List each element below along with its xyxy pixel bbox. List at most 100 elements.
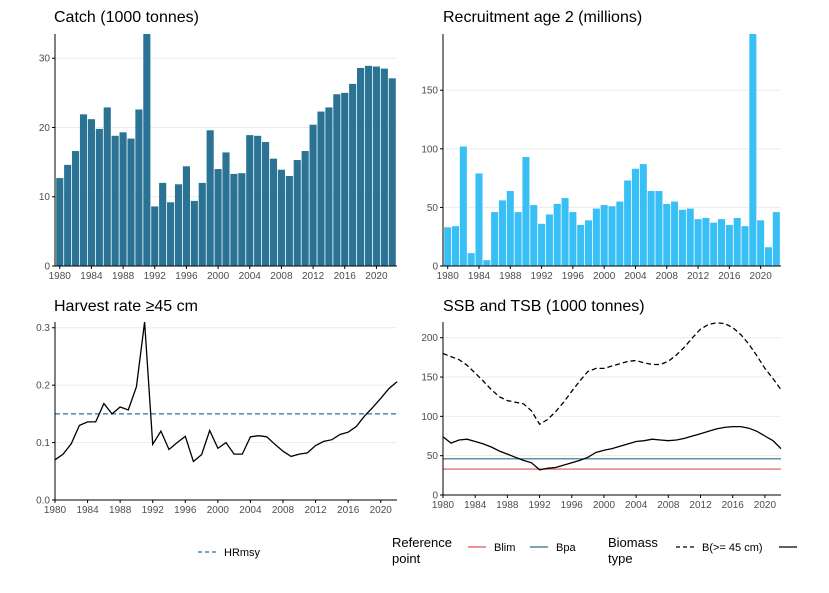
biomass-xtick-label: 2000 <box>593 500 616 511</box>
harvest-ytick-label: 0.2 <box>36 381 50 392</box>
legend-biomass-title-2: type <box>608 551 633 566</box>
recruitment-bar <box>671 201 679 266</box>
recruitment-title: Recruitment age 2 (millions) <box>443 9 642 26</box>
catch-title: Catch (1000 tonnes) <box>54 9 199 26</box>
recruitment-ytick-label: 0 <box>432 262 438 273</box>
recruitment-bar <box>686 208 694 266</box>
legend-biomass-title-1: Biomass <box>608 535 658 550</box>
catch-bar <box>159 182 167 266</box>
biomass-series-line <box>442 322 782 426</box>
recruitment-bar <box>545 214 553 266</box>
catch-bar <box>364 65 373 266</box>
recruitment-xtick-label: 2004 <box>624 271 647 282</box>
recruitment-xtick-label: 2020 <box>750 271 773 282</box>
harvest-xtick-label: 2012 <box>304 505 327 516</box>
harvest-xtick-label: 2008 <box>272 505 295 516</box>
recruitment-bar <box>467 253 475 266</box>
catch-bar <box>222 152 230 266</box>
catch-xtick-label: 2012 <box>302 271 325 282</box>
catch-xtick-label: 2020 <box>365 271 388 282</box>
catch-ytick-label: 10 <box>39 192 51 203</box>
recruitment-bar <box>475 173 483 266</box>
recruitment-bar <box>757 220 765 266</box>
recruitment-bar <box>678 209 686 266</box>
biomass-ytick-label: 150 <box>421 373 438 384</box>
catch-bar <box>64 164 72 266</box>
biomass-title: SSB and TSB (1000 tonnes) <box>443 298 645 315</box>
catch-xtick-label: 2016 <box>334 271 357 282</box>
catch-bar <box>269 158 278 266</box>
recruitment-bar <box>600 205 608 266</box>
recruitment-bar <box>733 217 741 266</box>
catch-bar <box>111 135 119 266</box>
recruitment-bar <box>506 191 514 266</box>
catch-bar <box>103 107 111 266</box>
catch-xtick-label: 2000 <box>207 271 230 282</box>
catch-bar <box>182 166 190 266</box>
recruitment-bar <box>764 247 773 266</box>
recruitment-bar <box>663 203 671 266</box>
catch-bar <box>254 135 262 266</box>
catch-bar <box>119 132 127 266</box>
catch-bar <box>79 114 88 267</box>
catch-bar <box>214 169 222 266</box>
catch-ytick-label: 20 <box>39 123 51 134</box>
recruitment-bar <box>577 224 585 266</box>
harvest-xtick-label: 2016 <box>337 505 360 516</box>
harvest-xtick-label: 2020 <box>370 505 393 516</box>
legend-reference-title-2: point <box>392 551 421 566</box>
catch-xtick-label: 1984 <box>80 271 103 282</box>
recruitment-bar <box>624 180 632 266</box>
catch-bar <box>174 184 183 266</box>
recruitment-ytick-label: 150 <box>421 86 438 97</box>
catch-xtick-label: 2004 <box>239 271 262 282</box>
harvest-rate-panel: Harvest rate ≥45 cm 0.0 0.1 0.2 0.3 1980 1984… <box>36 298 398 516</box>
catch-xtick-label: 1996 <box>175 271 198 282</box>
catch-bar <box>293 160 301 266</box>
harvest-xtick-label: 1984 <box>76 505 99 516</box>
recruitment-bar <box>710 222 718 266</box>
harvest-ytick-label: 0.0 <box>36 496 50 507</box>
biomass-xtick-label: 2016 <box>722 500 745 511</box>
legend-hrmsy-label: HRmsy <box>224 547 261 559</box>
recruitment-bar <box>522 157 530 266</box>
catch-ytick-label: 0 <box>44 262 50 273</box>
catch-bar <box>349 83 357 266</box>
catch-xtick-label: 1988 <box>112 271 135 282</box>
recruitment-bar <box>702 217 710 266</box>
recruitment-bar <box>538 223 546 266</box>
catch-bar <box>388 78 396 266</box>
recruitment-xtick-label: 2008 <box>656 271 679 282</box>
recruitment-bar <box>631 168 639 266</box>
harvest-xtick-label: 1980 <box>44 505 67 516</box>
recruitment-bar <box>741 226 749 266</box>
recruitment-bar <box>514 212 522 266</box>
recruitment-bar <box>647 191 655 266</box>
harvest-xtick-label: 1992 <box>142 505 165 516</box>
recruitment-bar <box>569 212 577 266</box>
biomass-ytick-label: 0 <box>432 491 438 502</box>
recruitment-panel: Recruitment age 2 (millions) 0 50 100 150 19… <box>421 9 781 282</box>
catch-bar <box>262 142 270 266</box>
recruitment-bar <box>444 227 452 266</box>
catch-bar <box>309 124 317 267</box>
catch-bar <box>127 138 135 266</box>
legend-blim-label: Blim <box>494 542 515 554</box>
harvest-rate-title: Harvest rate ≥45 cm <box>54 298 198 315</box>
catch-xtick-label: 2008 <box>270 271 293 282</box>
catch-bar <box>325 107 333 266</box>
biomass-ytick-label: 50 <box>427 451 439 462</box>
recruitment-bar <box>491 212 499 266</box>
harvest-xtick-label: 2000 <box>207 505 230 516</box>
recruitment-bar <box>592 208 600 266</box>
catch-bar <box>167 202 175 266</box>
harvest-xtick-label: 1988 <box>109 505 132 516</box>
catch-bar <box>95 128 103 266</box>
biomass-xtick-label: 1984 <box>464 500 487 511</box>
recruitment-bar <box>459 146 467 266</box>
catch-bar <box>380 68 388 267</box>
recruitment-xtick-label: 1992 <box>530 271 553 282</box>
legend-reference-point: Reference point Blim Bpa <box>392 535 576 566</box>
recruitment-bar <box>718 219 726 266</box>
